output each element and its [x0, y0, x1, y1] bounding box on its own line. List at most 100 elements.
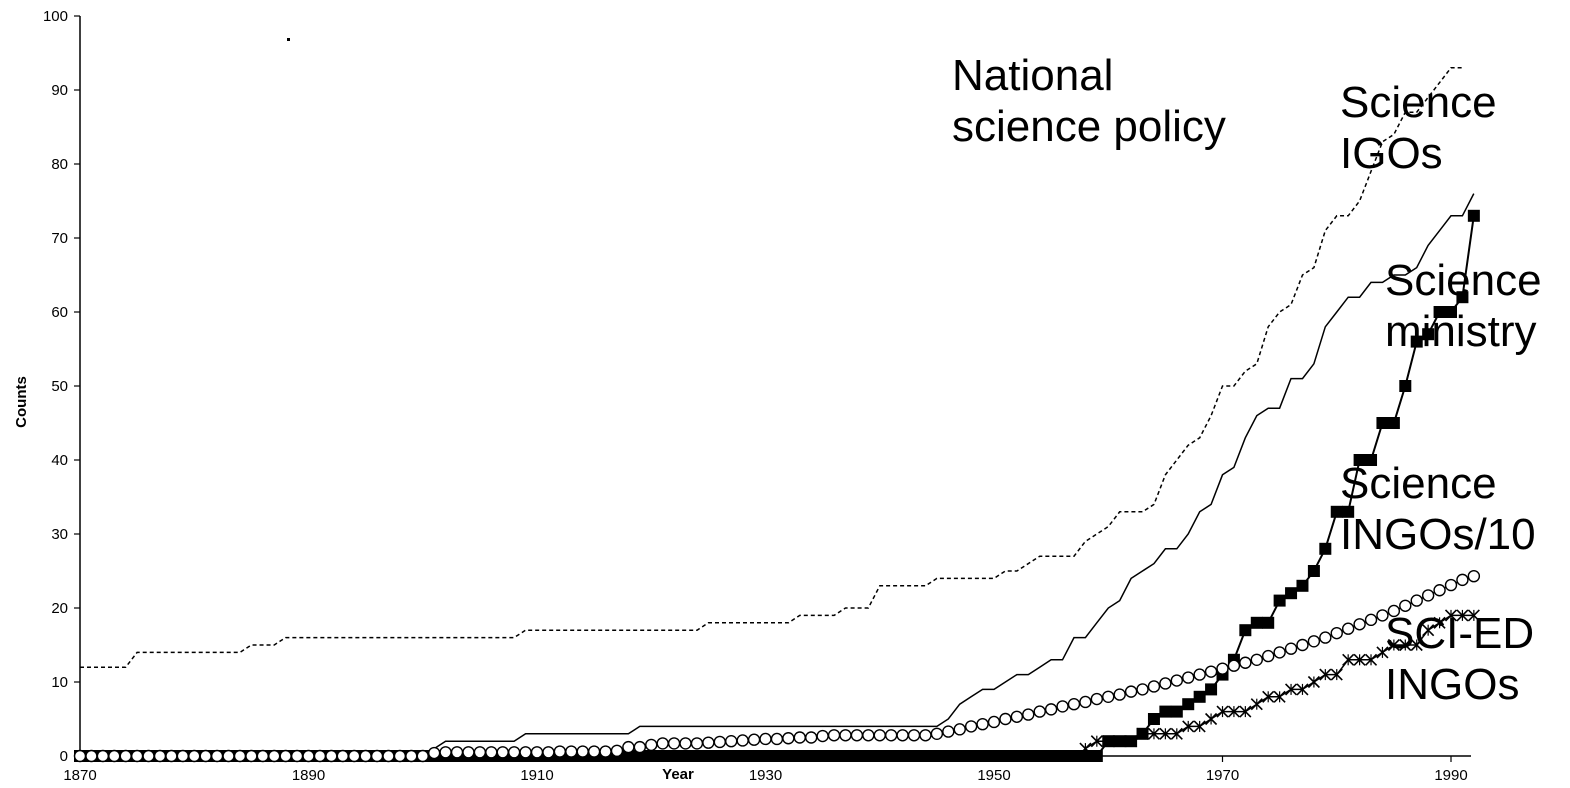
data-point — [530, 746, 544, 759]
data-point — [348, 749, 361, 763]
y-tick-label: 30 — [51, 526, 68, 543]
data-point — [1159, 727, 1172, 740]
data-point — [1067, 750, 1080, 762]
data-point — [199, 749, 212, 763]
data-point — [1227, 659, 1241, 672]
annotation-national_science_policy: National science policy — [952, 51, 1226, 151]
data-point — [1250, 616, 1263, 629]
data-point — [1136, 683, 1149, 696]
data-point — [1239, 705, 1252, 718]
data-point — [268, 749, 281, 763]
data-point — [759, 732, 772, 746]
data-point — [73, 749, 87, 763]
data-point — [1056, 700, 1069, 713]
data-point — [519, 746, 532, 759]
data-point — [153, 749, 167, 763]
data-point — [770, 750, 783, 762]
data-point — [1159, 677, 1172, 690]
data-point — [919, 750, 932, 762]
data-point — [1307, 675, 1320, 689]
y-axis-label: Counts — [13, 376, 30, 428]
data-point — [1341, 622, 1355, 635]
data-point — [1433, 616, 1446, 629]
x-tick-label: 1970 — [1206, 767, 1239, 784]
data-point — [965, 750, 978, 762]
data-point — [313, 749, 327, 763]
data-point — [1319, 668, 1332, 681]
y-tick-label: 80 — [51, 156, 68, 173]
data-point — [325, 749, 338, 763]
data-point — [1296, 638, 1309, 652]
data-point — [1250, 653, 1263, 666]
data-point — [1193, 720, 1206, 733]
data-point — [1170, 727, 1183, 740]
x-tick-label: 1870 — [63, 767, 96, 784]
data-point — [1079, 695, 1092, 709]
data-point — [919, 729, 932, 742]
data-point — [359, 749, 372, 763]
annotation-line: IGOs — [1340, 129, 1443, 178]
data-point — [816, 729, 829, 743]
data-point — [736, 734, 749, 747]
data-point — [462, 746, 475, 759]
x-tick-label: 1910 — [520, 767, 553, 784]
data-point — [827, 729, 841, 742]
data-point — [782, 732, 795, 745]
data-point — [885, 750, 898, 762]
data-point — [839, 750, 852, 762]
data-point — [210, 749, 224, 763]
data-point — [1067, 698, 1081, 711]
data-point — [1444, 578, 1458, 592]
data-point — [587, 745, 601, 758]
data-point — [884, 729, 898, 742]
data-point — [1319, 542, 1332, 555]
annotation-line: National — [952, 51, 1113, 100]
data-point — [1364, 653, 1378, 666]
data-point — [108, 749, 121, 763]
data-point — [1033, 750, 1046, 762]
data-point — [690, 737, 704, 750]
data-point — [702, 750, 715, 762]
data-point — [1010, 710, 1024, 723]
data-point — [1421, 589, 1435, 602]
data-point — [645, 750, 658, 762]
data-point — [1182, 720, 1195, 733]
series-layer — [73, 38, 1481, 763]
x-axis-label: Year — [662, 766, 694, 783]
data-point — [873, 750, 886, 762]
data-point — [576, 745, 589, 758]
data-point — [1273, 690, 1286, 703]
x-tick-label: 1930 — [749, 767, 782, 784]
data-point — [1170, 674, 1184, 687]
data-point — [1079, 742, 1092, 755]
data-point — [1193, 690, 1206, 703]
data-point — [930, 727, 944, 740]
data-point — [130, 749, 144, 763]
data-point — [942, 750, 955, 762]
data-point — [119, 749, 132, 763]
data-point — [1193, 668, 1206, 681]
series-sci_ed_ingos — [1079, 609, 1480, 755]
data-point — [1182, 698, 1195, 711]
data-point — [1433, 584, 1446, 597]
series-national_science_policy — [80, 67, 1463, 668]
data-point — [1376, 646, 1389, 659]
data-point — [668, 750, 681, 762]
x-tick-label: 1890 — [292, 767, 325, 784]
data-point — [1307, 635, 1321, 648]
data-point — [1044, 703, 1058, 716]
series-line-science_ingos_10 — [80, 575, 1475, 757]
data-point — [1456, 609, 1469, 622]
series-science_ingos_10 — [73, 569, 1481, 763]
annotation-line: ministry — [1385, 307, 1537, 356]
annotation-layer: National science policy Science IGOsScience… — [952, 51, 1542, 709]
series-line-science_igos — [80, 193, 1475, 757]
annotation-line: Science — [1340, 459, 1497, 508]
data-point — [862, 750, 875, 762]
data-point — [279, 749, 292, 763]
data-point — [713, 750, 726, 762]
data-point — [896, 729, 909, 742]
data-point — [496, 746, 509, 759]
data-point — [976, 750, 989, 762]
data-point — [679, 750, 692, 762]
